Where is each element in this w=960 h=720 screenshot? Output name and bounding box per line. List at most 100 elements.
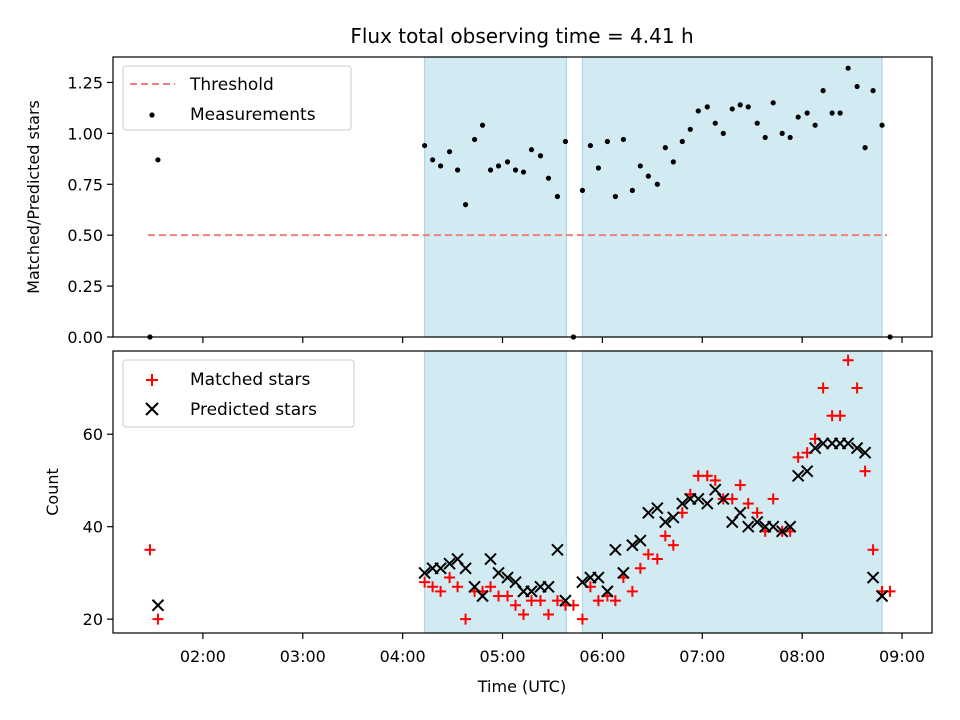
legend-predicted-swatch: [145, 402, 159, 416]
matched-star-point: [419, 576, 431, 588]
top-y-axis-label: Matched/Predicted stars: [24, 100, 43, 294]
x-axis-label: Time (UTC): [477, 677, 566, 696]
chart-title: Flux total observing time = 4.41 h: [350, 24, 693, 48]
matched-star-point: [551, 595, 563, 607]
measurement-point: [587, 142, 594, 149]
bottom-axes-frame: [112, 350, 933, 634]
measurement-point: [720, 130, 726, 136]
legend-matched-swatch: [146, 374, 158, 386]
measurement-point: [754, 120, 760, 126]
measurement-point: [554, 193, 561, 200]
matched-star-point: [534, 595, 546, 607]
predicted-star-point: [751, 515, 764, 529]
measurement-point: [670, 159, 676, 165]
predicted-star-point: [459, 562, 472, 575]
predicted-star-point: [542, 580, 555, 593]
predicted-star-point: [651, 501, 664, 515]
measurement-point: [820, 88, 826, 94]
measurement-point: [487, 167, 494, 173]
bottom-y-axis-label: Count: [43, 468, 62, 516]
bottom-panel: 20 40 60 02:00 03:00 04:00 05:00 06:00 07:00 08:…: [43, 350, 933, 696]
predicted-star-point: [766, 520, 780, 533]
y-tick-label: 1.00: [67, 124, 103, 143]
measurement-point: [662, 145, 668, 151]
measurement-point: [787, 134, 793, 141]
matched-star-point: [609, 595, 621, 607]
matched-star-point: [751, 507, 763, 519]
bottom-legend: Matched stars Predicted stars: [122, 359, 355, 428]
predicted-star-point: [642, 506, 655, 520]
predicted-star-point: [492, 566, 505, 580]
measurement-point: [845, 65, 851, 71]
matched-star-point: [427, 581, 439, 593]
measurement-point: [779, 130, 785, 136]
matched-star-point: [851, 382, 863, 394]
measurement-point: [837, 110, 843, 116]
measurement-point: [637, 163, 643, 169]
top-y-ticks: 0.00 0.25 0.50 0.75 1.00 1.25: [67, 73, 113, 347]
matched-star-point: [152, 613, 164, 625]
predicted-star-point: [858, 446, 872, 459]
legend-measurements-label: Measurements: [190, 105, 316, 125]
measurement-point: [712, 120, 718, 126]
top-x-ticks: [202, 337, 903, 343]
measurement-point: [870, 88, 876, 94]
predicted-star-point: [609, 543, 622, 556]
predicted-star-point: [626, 538, 639, 552]
measurement-point: [612, 193, 618, 200]
predicted-star-point: [717, 492, 730, 506]
measurements-points: [147, 65, 893, 340]
matched-star-point: [667, 539, 679, 551]
y-tick-label: 40: [83, 518, 103, 537]
measurement-point: [528, 147, 535, 153]
predicted-stars-points: [151, 437, 889, 612]
measurement-point: [812, 122, 818, 128]
measurement-point: [155, 157, 161, 163]
matched-star-point: [651, 553, 663, 565]
legend-threshold-label: Threshold: [189, 75, 274, 95]
matched-star-point: [842, 354, 854, 366]
y-tick-label: 60: [83, 425, 103, 444]
measurement-point: [862, 145, 868, 151]
measurement-point: [645, 173, 651, 179]
predicted-star-point: [875, 589, 889, 603]
matched-star-point: [767, 493, 779, 505]
measurement-point: [462, 202, 469, 208]
measurement-point: [430, 157, 436, 163]
predicted-star-point: [667, 511, 680, 524]
measurement-point: [762, 134, 768, 141]
bottom-y-ticks: 20 40 60: [83, 425, 113, 629]
x-tick-label: 08:00: [779, 647, 825, 666]
matched-star-point: [867, 544, 879, 556]
predicted-star-point: [559, 594, 572, 607]
matched-star-point: [502, 590, 514, 602]
y-tick-label: 1.25: [67, 73, 103, 92]
measurement-point: [562, 138, 569, 145]
predicted-star-point: [434, 562, 447, 575]
predicted-star-point: [601, 585, 614, 598]
predicted-star-point: [551, 543, 564, 556]
measurement-point: [829, 110, 835, 116]
y-tick-label: 0.25: [67, 277, 103, 296]
measurement-point: [687, 126, 693, 132]
bottom-shaded-intervals: [424, 350, 883, 634]
shaded-interval: [581, 56, 883, 338]
measurement-point: [579, 187, 586, 193]
measurement-point: [729, 106, 735, 112]
x-tick-label: 07:00: [679, 647, 725, 666]
predicted-star-point: [418, 566, 431, 580]
measurement-point: [704, 104, 710, 110]
bottom-x-ticks: 02:00 03:00 04:00 05:00 06:00 07:00 08:00 09:00: [180, 633, 925, 666]
matched-star-point: [726, 493, 738, 505]
predicted-star-point: [775, 525, 789, 538]
predicted-star-point: [841, 437, 855, 450]
matched-star-point: [792, 451, 804, 463]
predicted-star-point: [734, 506, 747, 520]
matched-star-point: [709, 474, 721, 486]
x-tick-label: 02:00: [180, 647, 226, 666]
matched-star-point: [659, 530, 671, 542]
y-tick-label: 20: [83, 610, 103, 629]
predicted-star-point: [592, 571, 605, 584]
predicted-star-point: [576, 575, 589, 589]
